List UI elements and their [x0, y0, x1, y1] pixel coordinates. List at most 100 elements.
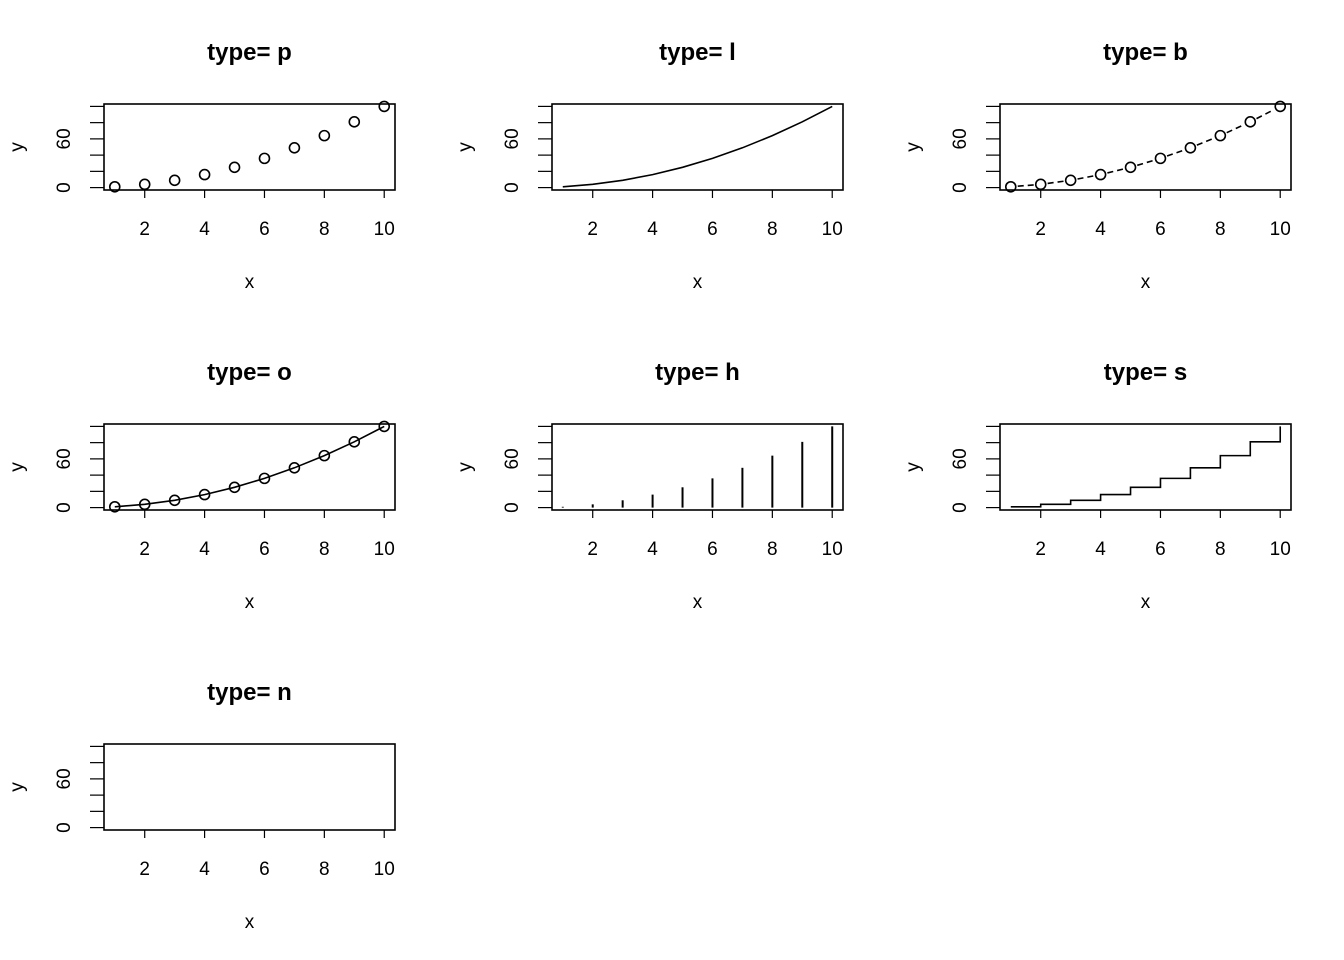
y-axis-label: y	[903, 142, 924, 152]
series-segment	[1256, 108, 1275, 120]
x-tick-label: 10	[822, 219, 843, 240]
panel-l: type= l 2 4 6 8 10 0 60 x y	[455, 39, 844, 293]
y-tick-label: 60	[502, 448, 523, 469]
series-line	[562, 105, 833, 188]
x-tick-label: 8	[1215, 219, 1226, 240]
x-tick-label: 4	[1095, 219, 1106, 240]
x-tick-label: 8	[767, 219, 778, 240]
series-segment	[1196, 137, 1215, 146]
plot-frame	[551, 103, 844, 191]
x-tick-label: 10	[374, 859, 395, 880]
x-axis-label: x	[693, 272, 703, 293]
x-axis-label: x	[1141, 272, 1151, 293]
data-point	[1004, 180, 1017, 193]
panel-o: type= o 2 4 6 8 10 0 60 x y	[7, 359, 396, 613]
x-tick-label: 8	[319, 219, 330, 240]
y-axis-label: y	[7, 462, 28, 472]
x-tick-label: 10	[1270, 539, 1291, 560]
panel-title: type= n	[207, 679, 292, 706]
x-axis-label: x	[245, 272, 255, 293]
y-tick-label: 60	[54, 128, 75, 149]
data-point	[348, 436, 361, 448]
data-point	[318, 129, 331, 142]
data-point	[1214, 129, 1227, 142]
data-point	[1274, 100, 1287, 113]
data-point	[288, 462, 301, 474]
x-tick-label: 6	[707, 539, 718, 560]
panel-p: type= p 2 4 6 8 10 0 60 x y	[7, 39, 396, 293]
y-tick-label: 0	[950, 502, 971, 513]
data-point	[108, 180, 121, 193]
data-point	[198, 488, 211, 501]
x-tick-label: 6	[259, 539, 270, 560]
series-segment	[1137, 159, 1154, 167]
panel-title: type= l	[659, 39, 736, 66]
data-point	[288, 142, 301, 154]
x-axis-label: x	[1141, 592, 1151, 613]
data-point	[258, 472, 271, 485]
data-point	[228, 161, 241, 174]
y-tick-label: 60	[502, 128, 523, 149]
x-tick-label: 2	[139, 539, 150, 560]
plot-frame	[551, 423, 844, 511]
data-point	[1154, 152, 1167, 165]
y-axis-label: y	[7, 782, 28, 792]
x-tick-label: 10	[374, 539, 395, 560]
x-tick-label: 2	[139, 219, 150, 240]
plot-frame	[999, 103, 1292, 191]
series-segment	[1226, 124, 1245, 134]
panel-n: type= n 2 4 6 8 10 0 60 x y	[7, 679, 396, 933]
x-axis-label: x	[693, 592, 703, 613]
y-axis-label: y	[455, 142, 476, 152]
x-axis-label: x	[245, 912, 255, 933]
y-tick-label: 0	[502, 502, 523, 513]
x-tick-label: 8	[319, 859, 330, 880]
plot-frame	[103, 103, 396, 191]
x-tick-label: 6	[259, 219, 270, 240]
x-tick-label: 2	[587, 219, 598, 240]
data-point	[228, 481, 241, 494]
x-tick-label: 4	[647, 219, 658, 240]
y-tick-label: 60	[54, 448, 75, 469]
x-tick-label: 4	[1095, 539, 1106, 560]
x-tick-label: 10	[822, 539, 843, 560]
y-axis-label: y	[455, 462, 476, 472]
y-tick-label: 0	[54, 182, 75, 193]
x-tick-label: 2	[1035, 219, 1046, 240]
y-tick-label: 60	[950, 448, 971, 469]
plot-frame	[999, 423, 1292, 511]
data-point	[108, 500, 121, 513]
y-tick-label: 0	[502, 182, 523, 193]
data-point	[1124, 161, 1137, 174]
x-tick-label: 4	[199, 859, 210, 880]
data-point	[168, 494, 181, 507]
x-tick-label: 2	[587, 539, 598, 560]
panel-title: type= b	[1103, 39, 1188, 66]
series-step-line	[1010, 426, 1282, 508]
y-tick-label: 0	[950, 182, 971, 193]
panel-title: type= o	[207, 359, 292, 386]
x-tick-label: 8	[319, 539, 330, 560]
x-tick-label: 4	[199, 539, 210, 560]
y-tick-label: 0	[54, 502, 75, 513]
panel-s: type= s 2 4 6 8 10 0 60 x y	[903, 359, 1292, 613]
series-segment	[1166, 149, 1185, 157]
data-point	[138, 498, 151, 511]
y-axis-label: y	[903, 462, 924, 472]
data-point	[1184, 142, 1197, 154]
x-tick-label: 6	[259, 859, 270, 880]
series-segment	[1077, 175, 1094, 180]
data-point	[378, 100, 391, 113]
panel-title: type= s	[1104, 359, 1187, 386]
x-tick-label: 6	[707, 219, 718, 240]
y-tick-label: 0	[54, 822, 75, 833]
series-line	[114, 425, 385, 508]
x-tick-label: 2	[139, 859, 150, 880]
panel-h: type= h 2 4 6 8 10 0 60 x y	[455, 359, 844, 613]
panel-title: type= p	[207, 39, 292, 66]
plot-frame	[103, 423, 396, 511]
y-tick-label: 60	[950, 128, 971, 149]
x-tick-label: 2	[1035, 539, 1046, 560]
x-tick-label: 10	[1270, 219, 1291, 240]
